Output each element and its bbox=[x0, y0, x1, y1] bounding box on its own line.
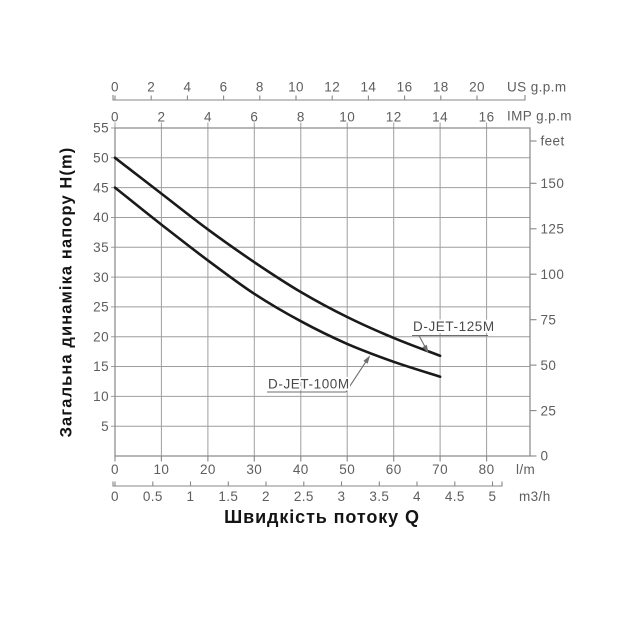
h-m-tick-label: 25 bbox=[93, 300, 109, 315]
l-m-unit-label: l/m bbox=[516, 462, 535, 477]
m3-h-tick-label: 3 bbox=[338, 489, 346, 504]
m3-h-tick-label: 0.5 bbox=[143, 489, 163, 504]
grid bbox=[111, 122, 530, 456]
l-m-tick-label: 60 bbox=[386, 462, 402, 477]
us-gpm-tick-label: 10 bbox=[288, 80, 304, 95]
m3-h-tick-label: 4 bbox=[413, 489, 421, 504]
h-m-tick-label: 40 bbox=[93, 210, 109, 225]
imp-gpm-tick-label: 16 bbox=[479, 110, 495, 125]
l-m-tick-label: 80 bbox=[479, 462, 495, 477]
annotation-arrow-line bbox=[345, 357, 369, 393]
us-gpm-tick-label: 2 bbox=[147, 80, 155, 95]
h-m-tick-label: 35 bbox=[93, 240, 109, 255]
arrowhead-icon bbox=[363, 355, 371, 364]
h-m-tick-label: 5 bbox=[101, 419, 109, 434]
imp-gpm-axis: 0 2 4 6 8 10 12 14 16 IMP g.p.m bbox=[111, 109, 572, 125]
feet-tick-label: 75 bbox=[541, 312, 557, 327]
h-m-tick-label: 45 bbox=[93, 180, 109, 195]
feet-tick-label: 0 bbox=[541, 449, 549, 464]
m3-h-tick-label: 1.5 bbox=[218, 489, 238, 504]
l-m-tick-label: 40 bbox=[293, 462, 309, 477]
l-m-tick-label: 0 bbox=[111, 462, 119, 477]
feet-tick-label: 25 bbox=[541, 403, 557, 418]
h-m-tick-label: 10 bbox=[93, 389, 109, 404]
m3-h-tick-label: 4.5 bbox=[445, 489, 465, 504]
l-m-tick-label: 20 bbox=[200, 462, 216, 477]
imp-gpm-tick-label: 4 bbox=[204, 110, 212, 125]
l-m-tick-label: 10 bbox=[153, 462, 169, 477]
h-m-tick-label: 15 bbox=[93, 359, 109, 374]
imp-gpm-tick-label: 6 bbox=[250, 110, 258, 125]
imp-gpm-tick-label: 0 bbox=[111, 110, 119, 125]
m3-h-tick-label: 2.5 bbox=[294, 489, 314, 504]
annotation-d-jet-100m: D-JET-100M bbox=[266, 355, 371, 394]
us-gpm-axis: 0 2 4 6 8 10 12 14 16 18 20 US g.p.m bbox=[111, 80, 566, 101]
feet-tick-label: 125 bbox=[541, 222, 565, 237]
us-gpm-tick-label: 6 bbox=[220, 80, 228, 95]
arrowhead-icon bbox=[422, 344, 429, 354]
us-gpm-tick-label: 4 bbox=[183, 80, 191, 95]
imp-gpm-unit-label: IMP g.p.m bbox=[507, 109, 572, 124]
m3-h-axis-line bbox=[112, 481, 503, 487]
us-gpm-tick-label: 8 bbox=[256, 80, 264, 95]
h-m-tick-label: 55 bbox=[93, 121, 109, 136]
feet-axis: feet 150 125 100 75 50 25 0 bbox=[530, 134, 565, 464]
feet-tick-label: 100 bbox=[541, 267, 565, 282]
us-gpm-tick-label: 14 bbox=[360, 80, 376, 95]
m3-h-axis: 0 0.5 1 1.5 2 2.5 3 3.5 4 4.5 5 m3/h bbox=[111, 481, 551, 504]
us-gpm-axis-line bbox=[112, 95, 526, 101]
h-m-tick-label: 30 bbox=[93, 270, 109, 285]
l-m-tick-label: 30 bbox=[246, 462, 262, 477]
imp-gpm-tick-label: 8 bbox=[297, 110, 305, 125]
us-gpm-tick-label: 20 bbox=[469, 80, 485, 95]
h-m-tick-label: 20 bbox=[93, 329, 109, 344]
x-axis-title: Швидкість потоку Q bbox=[224, 507, 420, 527]
m3-h-tick-label: 3.5 bbox=[369, 489, 389, 504]
imp-gpm-tick-label: 12 bbox=[386, 110, 402, 125]
imp-gpm-tick-label: 2 bbox=[157, 110, 165, 125]
feet-tick-label: 150 bbox=[541, 176, 565, 191]
us-gpm-tick-label: 16 bbox=[397, 80, 413, 95]
curve-d-jet-100m bbox=[113, 186, 442, 378]
l-m-tick-label: 50 bbox=[339, 462, 355, 477]
m3-h-tick-label: 1 bbox=[187, 489, 195, 504]
us-gpm-unit-label: US g.p.m bbox=[507, 80, 566, 95]
plot-frame bbox=[114, 127, 531, 457]
y-axis-title: Загальна динаміка напору H(m) bbox=[58, 147, 76, 438]
m3-h-tick-label: 0 bbox=[111, 489, 119, 504]
curve-label: D-JET-100M bbox=[268, 377, 350, 392]
imp-gpm-tick-label: 10 bbox=[339, 110, 355, 125]
annotation-d-jet-125m: D-JET-125M bbox=[411, 317, 496, 354]
h-m-tick-label: 50 bbox=[93, 151, 109, 166]
m3-h-unit-label: m3/h bbox=[519, 489, 551, 504]
curve-label: D-JET-125M bbox=[413, 319, 495, 334]
imp-gpm-tick-label: 14 bbox=[432, 110, 448, 125]
h-m-axis: 55 50 45 40 35 30 25 20 15 10 5 bbox=[93, 121, 109, 434]
us-gpm-tick-label: 12 bbox=[324, 80, 340, 95]
feet-tick-label: 50 bbox=[541, 358, 557, 373]
l-m-tick-label: 70 bbox=[432, 462, 448, 477]
l-m-axis: 0 10 20 30 40 50 60 70 80 l/m bbox=[111, 456, 535, 477]
feet-unit-label: feet bbox=[541, 134, 565, 149]
curve-d-jet-125m bbox=[113, 156, 442, 358]
us-gpm-tick-label: 18 bbox=[433, 80, 449, 95]
m3-h-tick-label: 2 bbox=[262, 489, 270, 504]
m3-h-tick-label: 5 bbox=[489, 489, 497, 504]
us-gpm-tick-label: 0 bbox=[111, 80, 119, 95]
